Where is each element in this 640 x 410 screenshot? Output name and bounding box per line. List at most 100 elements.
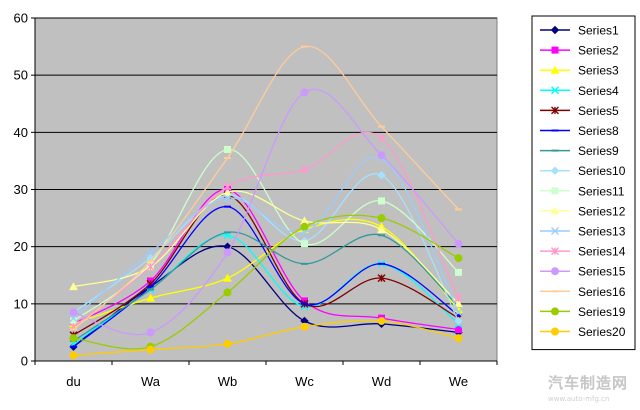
legend-label: Series16 — [578, 285, 626, 299]
data-point — [223, 288, 232, 297]
data-point — [300, 165, 309, 174]
data-point — [146, 248, 155, 257]
data-point — [69, 334, 78, 343]
legend-label: Series12 — [578, 204, 626, 218]
series-line — [73, 231, 459, 342]
data-point — [551, 327, 559, 336]
data-point — [300, 88, 309, 97]
data-point — [454, 334, 463, 343]
legend-entry: Series10 — [540, 164, 626, 178]
data-point — [377, 316, 386, 325]
data-point — [300, 222, 309, 231]
y-tick-label: 20 — [14, 239, 28, 254]
series-series16 — [70, 45, 462, 331]
data-point — [301, 240, 308, 248]
data-point — [223, 273, 232, 282]
y-tick-label: 10 — [14, 296, 28, 311]
series-line — [73, 319, 459, 356]
y-tick-label: 0 — [21, 354, 28, 369]
data-point — [551, 106, 559, 115]
y-tick-label: 30 — [14, 182, 28, 197]
data-point — [146, 345, 155, 354]
data-point — [300, 228, 309, 237]
legend-entry: Series3 — [540, 64, 619, 78]
data-point — [146, 293, 155, 302]
legend-label: Series5 — [578, 104, 619, 118]
data-point — [551, 187, 559, 195]
data-point — [377, 171, 386, 180]
data-point — [551, 227, 559, 235]
legend-box — [531, 15, 636, 351]
legend-entry: Series2 — [540, 44, 619, 58]
data-point — [377, 134, 386, 143]
data-point — [454, 294, 463, 303]
y-tick-label: 60 — [14, 11, 28, 26]
series-line — [73, 190, 459, 305]
data-point — [377, 274, 386, 283]
data-point — [454, 254, 463, 263]
series-line — [73, 45, 459, 331]
legend-label: Series15 — [578, 265, 626, 279]
x-tick-label: Wa — [141, 374, 161, 389]
legend-label: Series11 — [578, 184, 625, 198]
series-line — [73, 218, 459, 325]
data-point — [454, 308, 463, 317]
legend-entry: Series14 — [540, 245, 626, 259]
legend-label: Series10 — [578, 164, 626, 178]
legend-entry: Series4 — [540, 84, 619, 98]
series-line — [73, 155, 460, 319]
data-point — [551, 267, 559, 276]
legend-label: Series13 — [578, 225, 626, 239]
data-point — [550, 65, 560, 74]
watermark-logo: 汽车制造网 www.auto-mfg.cn — [548, 372, 638, 406]
data-point — [223, 187, 232, 196]
data-point — [551, 307, 559, 316]
legend-entry: Series20 — [540, 325, 626, 339]
legend-label: Series4 — [578, 84, 619, 98]
data-point — [69, 351, 78, 360]
legend-label: Series3 — [578, 64, 619, 78]
x-tick-label: We — [449, 374, 468, 389]
data-point — [69, 308, 78, 317]
watermark-text: 汽车制造网 — [548, 374, 629, 392]
data-point — [223, 194, 232, 203]
legend-entry: Series12 — [540, 204, 626, 218]
legend-label: Series8 — [578, 124, 619, 138]
data-point — [223, 339, 232, 348]
legend-label: Series2 — [578, 44, 619, 58]
legend-entry: Series11 — [540, 184, 625, 198]
data-point — [550, 25, 560, 35]
data-point — [454, 239, 463, 248]
data-point — [223, 182, 232, 191]
data-point — [551, 46, 559, 54]
legend-entry: Series19 — [540, 305, 626, 319]
data-point — [551, 86, 559, 95]
data-point — [377, 151, 386, 160]
series-series20 — [69, 316, 463, 360]
legend-label: Series14 — [578, 245, 626, 259]
y-tick-label: 50 — [14, 68, 28, 83]
data-point — [146, 328, 155, 337]
legend-entry: Series5 — [540, 104, 619, 118]
x-tick-label: Wc — [295, 374, 314, 389]
series-series12 — [69, 187, 463, 308]
data-point — [377, 224, 386, 234]
data-point — [69, 314, 78, 323]
data-point — [550, 166, 560, 175]
data-point — [551, 247, 559, 256]
legend-label: Series20 — [578, 325, 626, 339]
series-series15 — [69, 88, 463, 337]
data-point — [300, 322, 309, 331]
legend-entry: Series16 — [540, 285, 626, 299]
data-point — [69, 282, 78, 291]
data-point — [454, 316, 463, 326]
x-tick-label: Wd — [372, 374, 392, 389]
data-point — [455, 326, 462, 334]
legend-label: Series19 — [578, 305, 626, 319]
x-tick-label: Wb — [218, 374, 238, 389]
y-tick-label: 40 — [14, 125, 28, 140]
legend-entry: Series9 — [540, 144, 619, 158]
data-point — [550, 206, 560, 215]
data-point — [377, 214, 386, 223]
data-point — [454, 299, 463, 308]
